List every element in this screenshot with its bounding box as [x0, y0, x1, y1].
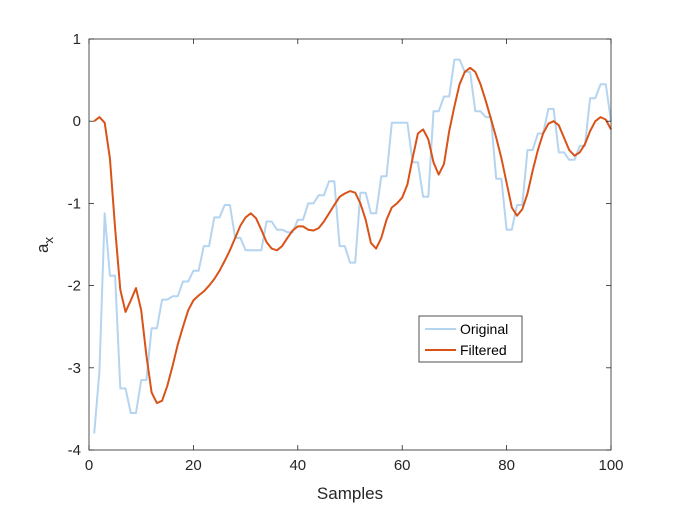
x-tick-label: 60	[394, 457, 411, 474]
plot-box	[88, 38, 612, 451]
series-line-filtered	[93, 66, 612, 405]
x-tick-label: 100	[598, 457, 623, 474]
y-tick-label: -3	[68, 360, 81, 377]
y-tick-label: -2	[68, 278, 81, 295]
x-tick-label: 20	[185, 457, 202, 474]
x-tick-label: 80	[498, 457, 515, 474]
y-axis-label-subscript: x	[41, 237, 56, 244]
y-tick-label: -4	[68, 442, 81, 459]
y-axis-label: ax	[33, 237, 56, 253]
legend-box	[418, 315, 523, 363]
y-axis-label-main: a	[33, 243, 52, 253]
x-axis-label: Samples	[317, 484, 383, 503]
x-tick-label: 40	[289, 457, 306, 474]
legend-label-filtered: Filtered	[460, 342, 507, 358]
series-layer	[93, 58, 612, 434]
y-tick-label: -1	[68, 195, 81, 212]
x-axis-ticks: 0 20 40 60 80 100	[85, 39, 624, 474]
legend: Original Filtered	[418, 315, 523, 363]
series-line-original	[93, 58, 612, 434]
y-tick-label: 1	[73, 31, 81, 48]
y-tick-label: 0	[73, 113, 81, 130]
x-tick-label: 0	[85, 457, 93, 474]
plot-background	[89, 39, 611, 450]
legend-label-original: Original	[460, 321, 508, 337]
y-axis-ticks: -4 -3 -2 -1 0 1	[68, 31, 611, 459]
